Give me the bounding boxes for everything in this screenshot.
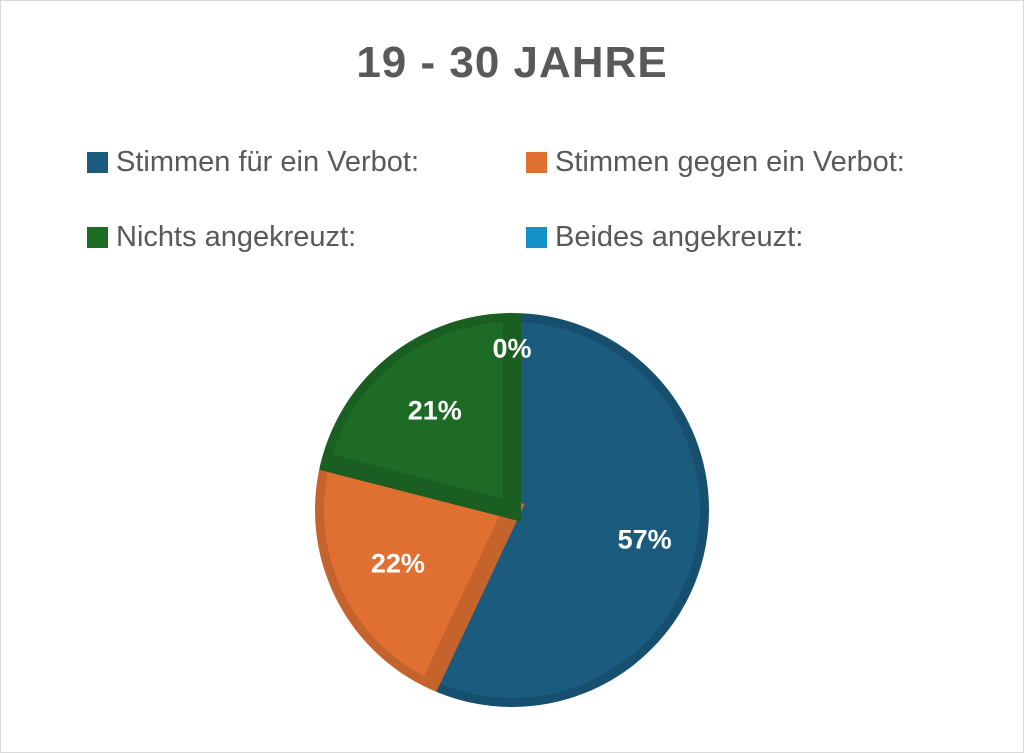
pie-outer-mask [295, 293, 729, 727]
legend-swatch [526, 227, 547, 248]
legend-item-nichts-angekreuzt: Nichts angekreuzt: [87, 221, 356, 254]
legend-label: Stimmen für ein Verbot: [116, 146, 420, 178]
legend-swatch [87, 227, 108, 248]
data-label-gegen-verbot: 22% [371, 549, 425, 579]
legend-item-gegen-verbot: Stimmen gegen ein Verbot: [526, 146, 905, 179]
pie-slice-gegen-verbot [306, 450, 525, 701]
legend-label: Nichts angekreuzt: [116, 221, 357, 253]
pie-slice-fuer-verbot [416, 303, 718, 716]
data-label-beides-angekreuzt: 0% [492, 333, 531, 363]
legend-item-fuer-verbot: Stimmen für ein Verbot: [87, 146, 419, 179]
data-label-nichts-angekreuzt: 21% [408, 395, 462, 425]
pie-slice-nichts-angekreuzt [310, 303, 521, 522]
chart-title: 19 - 30 JAHRE [356, 38, 668, 87]
legend-label: Stimmen gegen ein Verbot: [555, 146, 905, 178]
legend-swatch [87, 152, 108, 173]
legend-item-beides-angekreuzt: Beides angekreuzt: [526, 221, 803, 254]
legend-swatch [526, 152, 547, 173]
data-label-fuer-verbot: 57% [618, 525, 672, 555]
legend-label: Beides angekreuzt: [555, 221, 804, 253]
